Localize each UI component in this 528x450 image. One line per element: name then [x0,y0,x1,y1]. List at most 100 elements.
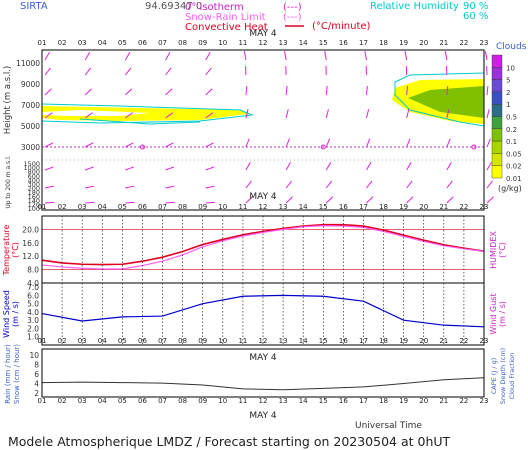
legend-isotherm: 0° isotherm [185,2,244,13]
height-tick-low: 1500 [23,160,40,168]
wind-arrow [245,196,253,204]
hour-label-bottom: 16 [339,397,348,405]
hour-label-bottom: 03 [78,397,87,405]
day-label: MAY 4 [249,29,277,39]
wind-tick: 4.0 [27,308,39,317]
wind-arrow [365,138,371,148]
hour-label-top: 12 [259,39,268,47]
hour-label-wind: 15 [319,337,328,345]
colorbar-level: 5 [506,77,510,85]
height-tick-low: 160 [28,193,40,201]
wind-arrow [84,51,91,61]
height-tick-low: 180 [28,189,40,197]
hour-label-top: 15 [319,39,328,47]
height-tick-low: 1000 [23,164,40,172]
wind-tick: 3.0 [27,316,39,325]
wind-arrow [125,88,133,96]
legend-isotherm-dash: (---) [283,2,302,13]
hour-label-wind: 14 [299,337,308,345]
rh-contour-right [394,72,485,127]
wind-series-line [41,294,485,328]
hour-label-bottom: 10 [218,397,227,405]
hour-label-top: 16 [339,39,348,47]
wind-arrow [44,166,54,171]
hour-label-temp: 05 [118,203,127,211]
wind-arrow [44,185,54,189]
isotherm-marker [471,144,477,150]
hour-label-top: 13 [279,39,288,47]
height-tick-low: 300 [28,181,40,189]
humidex-axis-label: HUMIDEX [489,231,498,269]
wind-arrow [285,180,293,189]
height-tick: 5000 [21,122,40,131]
hour-label-top: 22 [459,39,468,47]
wind-arrow [365,109,370,119]
hour-label-bottom: 14 [299,397,308,405]
wind-arrow [44,88,52,96]
x-axis-label: Universal Time [355,421,422,431]
height-panel-frame [41,49,485,211]
wind-arrow [125,201,135,204]
wind-arrow [325,161,332,171]
rain-tick: 8 [34,361,39,370]
day-label: MAY 4 [249,192,277,202]
hour-label-top: 06 [138,39,147,47]
hour-label-wind: 08 [178,337,187,345]
hour-label-wind: 22 [459,337,468,345]
hour-label-bottom: 07 [158,397,167,405]
wind-arrow [406,138,411,148]
wind-arrow [446,161,452,171]
height-tick-low: 600 [28,172,40,180]
hour-label-top: 21 [439,39,448,47]
wind-arrow [245,180,252,189]
temperature-tick: 4.0 [27,279,39,288]
hour-label-wind: 11 [238,337,247,345]
wind-gust-axis-label: Wind Gust [489,293,498,334]
wind-arrow [205,201,215,204]
wind-arrow [486,161,492,171]
wind-arrow [404,51,408,61]
temperature-tick: 16.0 [22,239,39,248]
wind-axis-label: Wind Speed [2,290,11,338]
hour-label-temp: 19 [399,203,408,211]
colorbar-level: 0.2 [506,126,517,134]
hour-label-bottom: 19 [399,397,408,405]
height-axis-label-low: Up to 200 m a.s.l. [5,155,12,208]
wind-arrow [406,196,414,204]
wind-tick: 2.0 [27,324,39,333]
hour-label-wind: 05 [118,337,127,345]
hour-label-wind: 19 [399,337,408,345]
colorbar-swatch [491,54,503,68]
wind-arrow [85,185,95,189]
hour-label-bottom: 11 [238,397,247,405]
hour-label-wind: 10 [218,337,227,345]
wind-arrow [486,109,490,119]
wind-arrow [284,51,287,61]
wind-arrow [325,180,333,189]
rain-tick: 4 [34,380,39,389]
rain-panel-frame [41,348,485,398]
wind-arrow [125,185,135,189]
rain-tick: 6 [34,370,39,379]
wind-gust-axis-unit: (m / s) [498,301,507,327]
wind-arrow [165,185,175,189]
hour-label-bottom: 15 [319,397,328,405]
wind-arrow [486,85,489,96]
footer-caption: Modele Atmospherique LMDZ / Forecast sta… [8,434,451,449]
wind-arrow [125,142,134,148]
hour-label-wind: 23 [480,337,489,345]
hour-label-temp: 07 [158,203,167,211]
hour-label-top: 04 [98,39,107,47]
wind-arrow [406,161,412,171]
wind-arrow [165,51,171,61]
wind-axis-unit: (m / s) [11,301,20,327]
wind-arrow [325,109,329,119]
day-label: MAY 4 [249,411,277,421]
wind-arrow [366,196,374,204]
height-tick-low: 800 [28,168,40,176]
height-tick: 11000 [16,59,40,68]
hour-label-bottom: 02 [58,397,67,405]
hour-label-bottom: 21 [439,397,448,405]
rain-axis-label: Rain (mm / hour) [4,344,12,404]
